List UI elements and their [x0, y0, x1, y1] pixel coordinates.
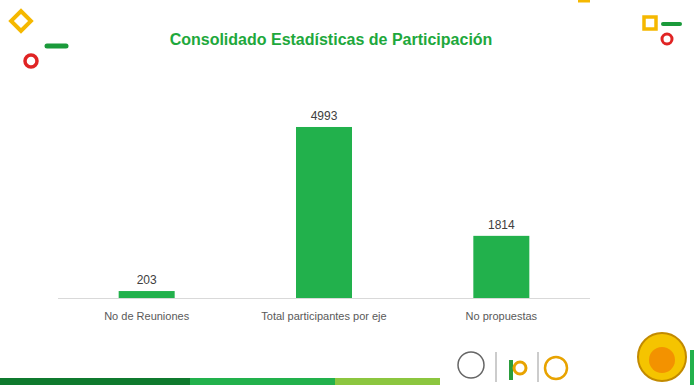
- footer-band: [335, 378, 440, 385]
- logo-mark: [509, 360, 513, 380]
- bar: [296, 127, 352, 298]
- logo-bulb: [638, 333, 686, 381]
- footer-band: [190, 378, 335, 385]
- chart-title: Consolidado Estadísticas de Participació…: [170, 31, 493, 48]
- logo-divider: [538, 352, 539, 382]
- bar: [473, 236, 529, 298]
- decorations: [0, 0, 694, 385]
- footer-band: [0, 378, 190, 385]
- deco-dash: [47, 44, 66, 49]
- logo-divider: [496, 352, 497, 382]
- chart-canvas: Consolidado Estadísticas de Participació…: [0, 0, 696, 385]
- x-tick-label: No propuestas: [466, 310, 538, 322]
- deco-square: [644, 17, 656, 29]
- deco-dash: [663, 22, 680, 26]
- deco-circle: [662, 34, 672, 44]
- logo-seal: [458, 352, 484, 378]
- data-label: 4993: [311, 109, 338, 123]
- logo-bulb-face: [649, 347, 675, 373]
- footer-edge: [690, 350, 694, 385]
- x-tick-label: No de Reuniones: [104, 310, 190, 322]
- deco-dash: [578, 0, 590, 3]
- x-tick-label: Total participantes por eje: [261, 310, 386, 322]
- data-label: 1814: [488, 218, 515, 232]
- bars: [119, 127, 530, 298]
- logo-mark: [545, 357, 567, 379]
- deco-circle: [25, 55, 37, 67]
- logo-mark: [514, 362, 526, 374]
- bar: [119, 291, 175, 298]
- deco-diamond: [11, 11, 31, 31]
- data-label: 203: [137, 273, 157, 287]
- x-axis-line: [58, 298, 590, 299]
